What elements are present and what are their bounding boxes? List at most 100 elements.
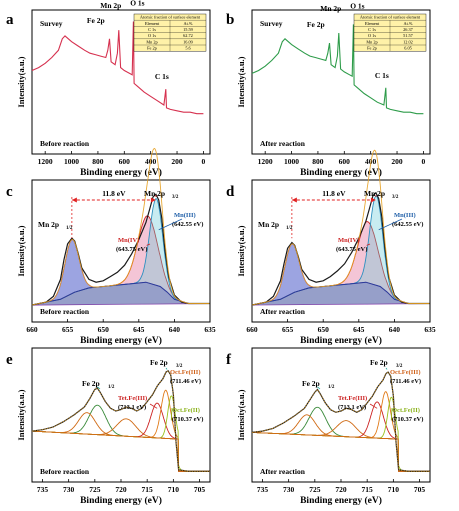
tet-fe3-pointer (369, 403, 378, 409)
table-cell: Fe 2p (367, 46, 377, 51)
corner-label-bottom: Before reaction (40, 307, 90, 316)
panel-label: e (6, 352, 13, 368)
x-tick-label: 200 (171, 157, 183, 166)
mn-2p12-label: Mn 2p (38, 220, 59, 229)
oct-fe2-pointer (170, 407, 173, 421)
mn3-label: Mn(III) (394, 212, 416, 219)
table-cell: O 1s (148, 33, 156, 38)
panel-label: a (6, 12, 14, 28)
peak-label: Mn 2p (320, 4, 341, 13)
oct-fe2-value: (710.37 eV) (172, 416, 203, 423)
oct-fe2-value: (710.37 eV) (392, 416, 423, 423)
y-axis-label: Intensity(a.u.) (236, 389, 246, 440)
tet-fe3-value: (713.1 eV) (118, 404, 146, 411)
fe-2p32-pointer (165, 367, 168, 370)
peak-label: Fe 2p (87, 16, 105, 25)
tet-fe3-value: (713.1 eV) (338, 404, 366, 411)
table-cell: 26.37 (403, 27, 414, 32)
x-axis-label: Binding energy (eV) (300, 495, 382, 506)
raw-spectrum (251, 191, 430, 306)
corner-label-bottom: Before reaction (40, 467, 90, 476)
table-cell: Mn 2p (146, 39, 157, 44)
x-tick-label: 730 (283, 485, 295, 494)
peak-label: C 1s (375, 71, 389, 80)
panel-d: d 660 655 650 645 640 635 Binding energy (eV) In… (226, 149, 436, 346)
mn3-pointer (158, 218, 183, 231)
atomic-fraction-table: Atomic fraction of surface elementElemen… (353, 13, 427, 52)
x-axis-label: Binding energy (eV) (80, 495, 162, 506)
table-title: Atomic fraction of surface element (360, 15, 421, 20)
table-cell: 15.59 (183, 27, 193, 32)
mn4-pointer (146, 243, 151, 246)
x-tick-label: 600 (119, 157, 131, 166)
panel-e: e 735 730 725 720 715 710 705 Binding energy (eV… (6, 347, 211, 506)
tet-fe3-label: Tet.Fe(III) (338, 395, 367, 402)
x-tick-label: 635 (204, 325, 216, 334)
background-line (32, 430, 210, 472)
y-axis-label: Intensity(a.u.) (16, 389, 26, 440)
x-tick-label: 600 (339, 157, 351, 166)
oct-fe3-label: Oct.Fe(III) (170, 369, 201, 376)
x-tick-label: 0 (202, 157, 206, 166)
x-tick-label: 660 (26, 325, 38, 334)
table-cell: Mn 2p (366, 39, 377, 44)
peak-label: O 1s (130, 0, 144, 8)
background-line (31, 281, 210, 306)
fe-2p12-pointer (317, 386, 321, 390)
x-tick-label: 0 (422, 157, 426, 166)
mn4-label: Mn(IV) (118, 237, 139, 244)
plot-frame (251, 179, 431, 323)
fe-2p12-label: Fe 2p (82, 379, 100, 388)
x-tick-label: 640 (389, 325, 401, 334)
x-tick-label: 640 (169, 325, 181, 334)
fe-2p32-pointer (385, 367, 388, 370)
x-tick-label: 735 (257, 485, 269, 494)
corner-label-bottom: After reaction (260, 139, 306, 148)
x-tick-label: 800 (92, 157, 104, 166)
mn3-label: Mn(III) (174, 212, 196, 219)
x-tick-label: 735 (37, 485, 49, 494)
x-axis-label: Binding energy (eV) (80, 335, 162, 346)
x-tick-label: 725 (309, 485, 321, 494)
table-cell: C 1s (368, 27, 376, 32)
tet-fe3-label: Tet.Fe(III) (118, 395, 147, 402)
table-cell: C 1s (148, 27, 156, 32)
panel-label: f (226, 352, 232, 368)
fit-envelope (31, 147, 210, 306)
mn-2p32-label: Mn 2p (364, 189, 385, 198)
x-axis-label: Binding energy (eV) (300, 167, 382, 178)
fe-component (32, 389, 210, 472)
panel-label: d (226, 184, 235, 200)
x-tick-label: 730 (63, 485, 75, 494)
fe-2p12-pointer (97, 386, 101, 390)
fe-component (252, 420, 430, 472)
x-tick-label: 715 (142, 485, 154, 494)
survey-line (31, 21, 204, 115)
mn-2p12-subscript: 1/2 (66, 226, 73, 231)
x-tick-label: 650 (318, 325, 330, 334)
fit-envelope (251, 149, 430, 306)
x-tick-label: 645 (133, 325, 145, 334)
table-title: Atomic fraction of surface element (140, 15, 201, 20)
x-axis-label: Binding energy (eV) (80, 167, 162, 178)
table-header: At.% (184, 21, 193, 26)
x-tick-label: 725 (89, 485, 101, 494)
fe-2p12-subscript: 1/2 (108, 385, 115, 390)
panel-c: c 660 655 650 645 640 635 Binding energy (eV) In… (6, 147, 216, 346)
mn-2p32-label: Mn 2p (144, 189, 165, 198)
table-header: Element (145, 21, 160, 26)
x-tick-label: 715 (362, 485, 374, 494)
x-tick-label: 645 (353, 325, 365, 334)
mn3-pointer (378, 218, 403, 231)
background-line (251, 281, 430, 306)
table-header: At.% (404, 21, 413, 26)
table-cell: Fe 2p (147, 46, 157, 51)
x-tick-label: 1000 (284, 157, 299, 166)
mn3-value: (642.55 eV) (172, 221, 203, 228)
mn4-value: (643.75 eV) (336, 246, 367, 253)
panel-label: c (6, 184, 13, 200)
x-tick-label: 720 (115, 485, 127, 494)
background-line (252, 431, 430, 472)
x-tick-label: 1000 (64, 157, 79, 166)
